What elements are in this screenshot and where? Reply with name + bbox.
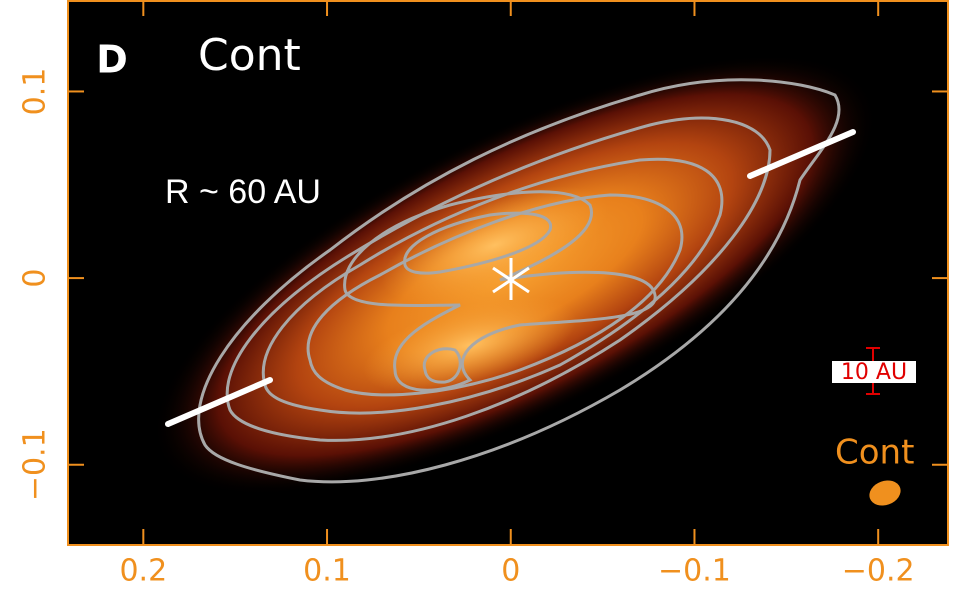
- y-tick-label: 0.1: [18, 68, 53, 116]
- x-tick-label: 0: [501, 554, 520, 589]
- x-tick-label: 0.2: [119, 554, 167, 589]
- y-tick-label: −0.1: [18, 428, 53, 501]
- contours: [197, 78, 841, 484]
- beam-label: Cont: [835, 433, 914, 473]
- beam: [869, 480, 901, 506]
- x-tick-label: −0.1: [658, 554, 731, 589]
- disk-axis-markers: [165, 129, 856, 427]
- panel-label: D: [96, 38, 128, 82]
- star-marker: [492, 258, 530, 300]
- plot-frame: [67, 0, 949, 546]
- chart-title: Cont: [198, 30, 301, 81]
- scale-label-box: [832, 361, 916, 383]
- x-tick-label: 0.1: [303, 554, 351, 589]
- radius-label: R ~ 60 AU: [165, 173, 321, 211]
- scale-label: 10 AU: [841, 360, 907, 385]
- x-tick-label: −0.2: [842, 554, 915, 589]
- y-tick-label: 0: [18, 269, 53, 288]
